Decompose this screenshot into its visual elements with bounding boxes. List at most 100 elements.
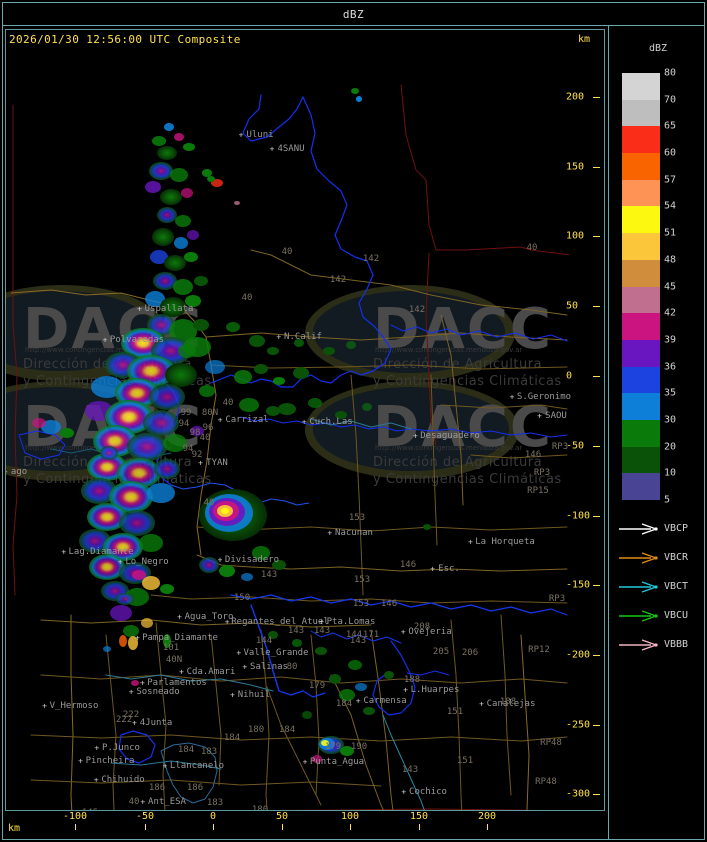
map-site-marker: + (355, 696, 361, 706)
y-axis-tick (593, 446, 600, 447)
map-site-marker: + (537, 411, 543, 421)
map-place-label: 4Junta (139, 718, 173, 728)
color-scale-tick: 10 (664, 467, 677, 479)
arrow-icon (619, 581, 659, 593)
color-scale-tick: 54 (664, 200, 677, 212)
map-place-label: S.Geronimo (516, 392, 572, 402)
map-route-label: 146 (524, 450, 542, 460)
x-axis-tick (419, 824, 420, 830)
color-swatch-35[interactable] (622, 393, 660, 420)
arrow-icon (619, 610, 659, 622)
frame-title-divider (2, 25, 705, 26)
color-swatch-30[interactable] (622, 419, 660, 447)
map-route-label: 80N (201, 408, 219, 418)
color-scale-tick: 65 (664, 120, 677, 132)
color-swatch-51[interactable] (622, 233, 660, 260)
y-axis-tick (593, 236, 600, 237)
map-route-label: 183 (206, 798, 224, 808)
radar-plot-area[interactable]: Uluni +4SANU + Uspallata + N.Calif + Polvaredas… (5, 75, 572, 811)
map-place-label: ago (10, 467, 28, 477)
color-swatch-42[interactable] (622, 313, 660, 340)
geography-layer (11, 84, 569, 811)
frame-bottom (2, 839, 705, 840)
map-place-label: La Horqueta (475, 537, 535, 547)
y-axis-tick-label: -250 (566, 719, 591, 731)
map-site-marker: + (430, 564, 436, 574)
radar-map-panel[interactable]: DACC DACC DACC DACC Dirección de Agricul… (5, 29, 605, 811)
map-place-label: Agua_Toro (184, 612, 234, 622)
color-swatch-48[interactable] (622, 259, 660, 287)
map-route-label: 98 (189, 428, 201, 438)
color-scale-tick: 30 (664, 414, 677, 426)
map-place-label: Carmensa (363, 696, 407, 706)
color-swatch-65[interactable] (622, 126, 660, 154)
map-site-marker: + (139, 678, 145, 688)
color-scale-tick: 35 (664, 387, 677, 399)
map-site-marker: + (224, 617, 230, 627)
map-place-label: Cda.Amari (186, 667, 236, 677)
map-place-label: Parlamentos (147, 678, 207, 688)
map-route-label: 188 (403, 675, 421, 685)
x-axis-tick (350, 824, 351, 830)
map-site-marker: + (162, 761, 168, 771)
x-axis-tick (145, 824, 146, 830)
map-route-label: 145 (82, 808, 98, 811)
y-axis-tick-label: 200 (566, 91, 585, 103)
legend-title: dBZ (648, 43, 668, 54)
y-axis-tick (593, 794, 600, 795)
arrow-icon (619, 639, 659, 651)
map-place-label: N.Calif (284, 332, 322, 342)
map-site-marker: + (217, 555, 223, 565)
color-swatch-60[interactable] (622, 153, 660, 180)
map-site-marker: + (467, 537, 473, 547)
map-route-label: 186 (148, 783, 166, 793)
map-route-label: 144 (255, 636, 273, 646)
map-site-marker: + (102, 335, 108, 345)
map-route-label: 143 (349, 636, 367, 646)
map-route-label: 188 (499, 697, 517, 707)
map-route-label: 40 (203, 498, 215, 508)
map-route-label: 205 (432, 647, 450, 657)
map-place-label: P.Junco (102, 743, 140, 753)
map-route-label: RP12 (528, 645, 550, 655)
map-route-label: 180 (247, 725, 265, 735)
map-site-marker: + (403, 685, 409, 695)
legend-panel[interactable]: dBZ VBCP VBCR VBCT VBCU VBBB 80 70 65 60 57 54 51 4… (612, 29, 704, 811)
map-route-label: 142 (408, 305, 426, 315)
map-place-label: TYAN (206, 458, 228, 468)
map-route-label: 143 (313, 626, 331, 636)
map-route-label: 150 (233, 593, 251, 603)
map-route-label: 96 (202, 423, 214, 433)
vector-legend-label: VBBB (664, 639, 689, 650)
map-site-marker: + (140, 797, 146, 807)
map-route-label: 92 (191, 450, 203, 460)
map-place-label: Cochico (409, 787, 447, 797)
color-swatch-80[interactable] (622, 73, 660, 100)
y-axis-tick (593, 376, 600, 377)
x-axis-tick-label: 50 (275, 811, 289, 822)
vector-legend-row-vbcp: VBCP (618, 519, 704, 541)
map-route-label: RP15 (527, 486, 549, 496)
color-scale-tick: 5 (664, 494, 671, 506)
color-swatch-54[interactable] (622, 206, 660, 234)
map-route-label: 186 (186, 783, 204, 793)
color-swatch-57[interactable] (622, 179, 660, 207)
color-swatch-39[interactable] (622, 339, 660, 367)
map-place-label: 4SANU (277, 144, 305, 154)
x-axis-tick-label: 100 (340, 811, 360, 822)
color-scale-tick: 36 (664, 361, 677, 373)
color-swatch-10[interactable] (622, 473, 660, 500)
color-swatch-45[interactable] (622, 286, 660, 314)
color-swatch-70[interactable] (622, 99, 660, 127)
map-place-label: Uluni (246, 130, 274, 140)
map-route-label: 171 (362, 630, 380, 640)
color-swatch-36[interactable] (622, 366, 660, 394)
map-route-label: 40 (199, 433, 211, 443)
color-scale-tick: 60 (664, 147, 677, 159)
color-swatch-20[interactable] (622, 446, 660, 474)
color-scale-bar[interactable] (622, 73, 660, 500)
map-route-label: 40 (222, 398, 234, 408)
map-site-marker: + (137, 304, 143, 314)
map-site-marker: + (198, 458, 204, 468)
